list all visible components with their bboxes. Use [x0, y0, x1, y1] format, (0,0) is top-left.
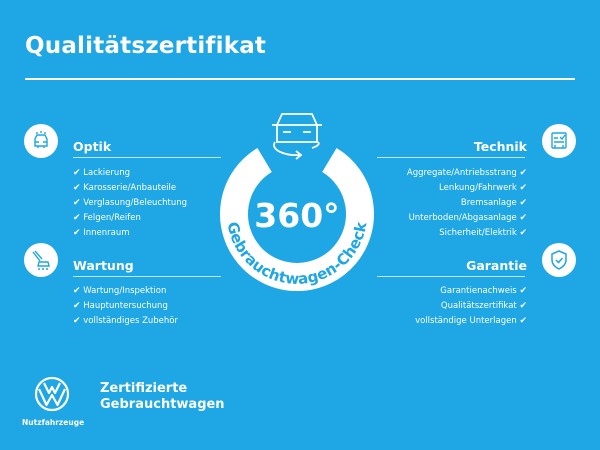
list-item: Sicherheit/Elektrik ✔ [439, 228, 527, 238]
wartung-list: ✔ Wartung/Inspektion ✔ Hauptuntersuchung… [73, 284, 178, 329]
service-tools-icon [24, 243, 58, 277]
check-icon: ✔ [519, 301, 527, 311]
section-title-optik: Optik [73, 139, 112, 154]
list-item: ✔ Lackierung [73, 168, 131, 178]
check-icon: ✔ [73, 301, 81, 311]
list-item: Unterboden/Abgasanlage ✔ [408, 213, 527, 223]
check-icon: ✔ [519, 286, 527, 296]
ring [220, 148, 374, 292]
list-item: ✔ Innenraum [73, 228, 130, 238]
car-front-icon [24, 124, 58, 158]
list-item: ✔ Felgen/Reifen [73, 213, 141, 223]
list-item: vollständige Unterlagen ✔ [415, 316, 527, 326]
page-title: Qualitätszertifikat [25, 33, 267, 59]
section-divider [377, 276, 525, 277]
section-title-wartung: Wartung [73, 258, 134, 273]
check-icon: ✔ [519, 198, 527, 208]
garantie-list: Garantienachweis ✔ Qualitätszertifikat ✔… [415, 284, 527, 329]
section-divider [377, 157, 525, 158]
checklist-car-icon [542, 124, 576, 158]
check-icon: ✔ [73, 183, 81, 193]
check-icon: ✔ [519, 168, 527, 178]
technik-list: Aggregate/Antriebsstrang ✔ Lenkung/Fahrw… [407, 166, 527, 241]
section-title-garantie: Garantie [466, 258, 527, 273]
list-item: Bremsanlage ✔ [460, 198, 527, 208]
vw-logo [34, 376, 70, 412]
check-icon: ✔ [73, 228, 81, 238]
check-icon: ✔ [73, 213, 81, 223]
footer-tagline: Zertifizierte Gebrauchtwagen [100, 381, 225, 412]
check-icon: ✔ [519, 183, 527, 193]
optik-list: ✔ Lackierung ✔ Karosserie/Anbauteile ✔ V… [73, 166, 187, 241]
list-item: ✔ Wartung/Inspektion [73, 286, 167, 296]
brand-label: Nutzfahrzeuge [22, 418, 85, 427]
degrees-label: 360° [254, 196, 339, 235]
list-item: Qualitätszertifikat ✔ [440, 301, 527, 311]
list-item: ✔ Verglasung/Beleuchtung [73, 198, 188, 208]
check-icon: ✔ [519, 316, 527, 326]
list-item: Aggregate/Antriebsstrang ✔ [406, 168, 527, 178]
check-icon: ✔ [519, 213, 527, 223]
check-icon: ✔ [73, 286, 81, 296]
car-rotate-icon [272, 113, 322, 160]
check-icon: ✔ [73, 198, 81, 208]
section-title-technik: Technik [473, 139, 527, 154]
list-item: Lenkung/Fahrwerk ✔ [439, 183, 527, 193]
shield-check-icon [542, 243, 576, 277]
list-item: Garantienachweis ✔ [440, 286, 527, 296]
check-icon: ✔ [73, 316, 81, 326]
list-item: ✔ Hauptuntersuchung [73, 301, 168, 311]
list-item: ✔ vollständiges Zubehör [73, 316, 178, 326]
section-divider [73, 276, 221, 277]
check-icon: ✔ [519, 228, 527, 238]
check-icon: ✔ [73, 168, 81, 178]
list-item: ✔ Karosserie/Anbauteile [73, 183, 177, 193]
section-divider [73, 157, 221, 158]
title-divider [25, 78, 575, 80]
